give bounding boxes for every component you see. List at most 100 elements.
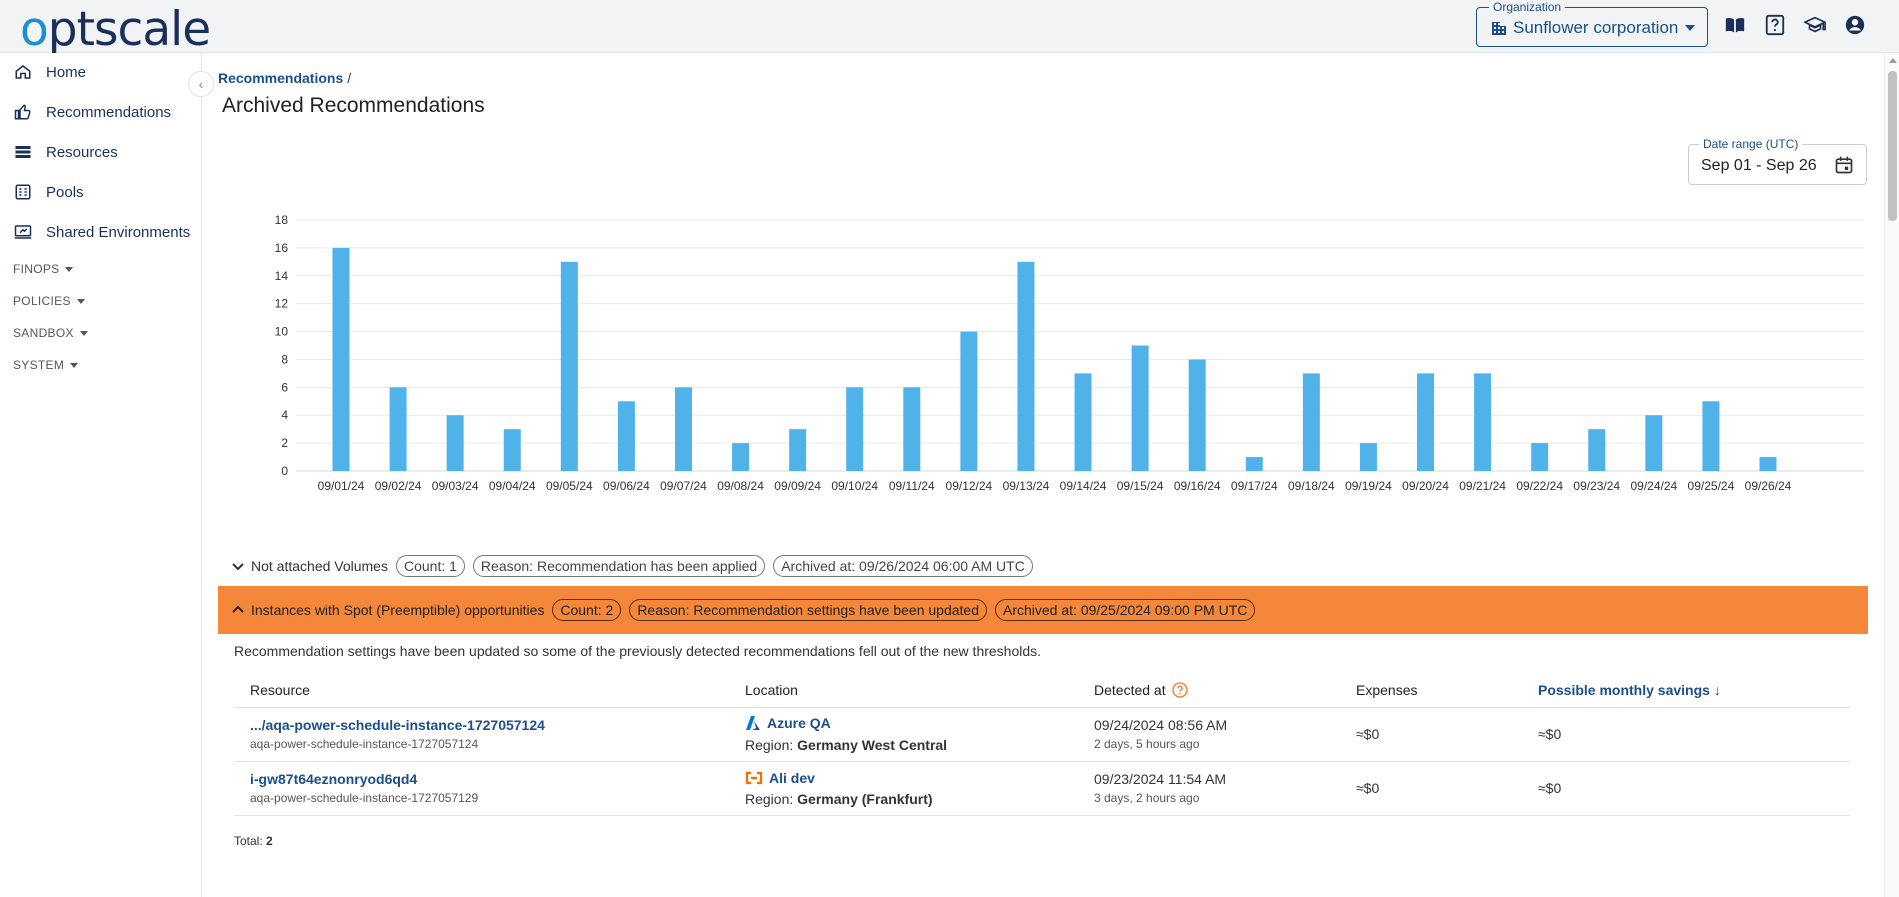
home-icon <box>15 65 31 79</box>
sidebar-item-label: Shared Environments <box>46 223 191 241</box>
chart-bar[interactable] <box>1474 373 1492 471</box>
chart-bar[interactable] <box>960 331 978 471</box>
chart-bar[interactable] <box>1302 373 1320 471</box>
help-icon[interactable] <box>1764 14 1786 36</box>
column-header-resource[interactable]: Resource <box>234 673 729 708</box>
collapse-sidebar-button[interactable]: ‹ <box>188 71 214 97</box>
count-badge: Count: 2 <box>552 599 622 621</box>
date-range-picker[interactable]: Date range (UTC) Sep 01 - Sep 26 <box>1688 137 1867 185</box>
region-value: Germany West Central <box>797 737 948 753</box>
caret-down-icon <box>76 298 85 304</box>
x-tick-label: 09/02/24 <box>375 479 422 493</box>
pools-icon <box>15 184 31 200</box>
chart-bar[interactable] <box>1531 443 1549 471</box>
section-spot-opportunities[interactable]: Instances with Spot (Preemptible) opport… <box>218 586 1868 634</box>
chart-bar[interactable] <box>1359 443 1377 471</box>
date-range-value: Sep 01 - Sep 26 <box>1701 157 1817 174</box>
shared-env-icon <box>14 225 32 239</box>
chart-bar[interactable] <box>1017 261 1035 471</box>
table-header-row: Resource Location Detected at Expenses P… <box>234 673 1850 708</box>
chart-bar[interactable] <box>389 387 407 471</box>
x-tick-label: 09/09/24 <box>774 479 821 493</box>
region: Region: Germany (Frankfurt) <box>745 791 1078 807</box>
page-title: Archived Recommendations <box>222 94 485 117</box>
y-tick-label: 12 <box>275 297 289 311</box>
chart-bar[interactable] <box>617 401 635 471</box>
sidebar-group-finops[interactable]: FINOPS <box>13 262 74 276</box>
sidebar-group-system[interactable]: SYSTEM <box>13 358 79 372</box>
x-tick-label: 09/07/24 <box>660 479 707 493</box>
section-title: Instances with Spot (Preemptible) opport… <box>251 602 545 618</box>
academy-icon[interactable] <box>1804 14 1826 36</box>
column-header-possible-monthly-savings[interactable]: Possible monthly savings ↓ <box>1522 673 1850 708</box>
chart-bar[interactable] <box>732 443 750 471</box>
chevron-left-icon: ‹ <box>198 76 204 92</box>
x-tick-label: 09/04/24 <box>489 479 536 493</box>
resource-link[interactable]: i-gw87t64eznonryod6qd4 <box>250 771 418 787</box>
chart-bar[interactable] <box>1074 373 1092 471</box>
x-tick-label: 09/11/24 <box>889 479 935 493</box>
y-tick-label: 6 <box>281 380 288 394</box>
chart-bar[interactable] <box>1188 359 1206 471</box>
count-badge: Count: 1 <box>395 555 465 577</box>
region: Region: Germany West Central <box>745 737 1078 753</box>
chart-bar[interactable] <box>560 261 578 471</box>
breadcrumb-recommendations-link[interactable]: Recommendations <box>218 70 344 86</box>
location-link[interactable]: Azure QA <box>745 715 831 731</box>
scroll-up-arrow-icon[interactable] <box>1889 58 1897 63</box>
scrollbar-thumb[interactable] <box>1888 71 1897 221</box>
x-tick-label: 09/16/24 <box>1174 479 1221 493</box>
archived-at-badge: Archived at: 09/26/2024 06:00 AM UTC <box>773 555 1033 577</box>
chart-bar[interactable] <box>789 429 807 471</box>
azure-icon <box>746 716 760 730</box>
sidebar-group-policies[interactable]: POLICIES <box>13 294 85 308</box>
chart-bar[interactable] <box>846 387 864 471</box>
region-label: Region: <box>745 790 794 807</box>
sidebar-item-label: Pools <box>46 183 84 201</box>
organization-name: Sunflower corporation <box>1513 18 1679 37</box>
sidebar-item-pools[interactable]: Pools <box>14 183 84 201</box>
chart-bar[interactable] <box>674 387 692 471</box>
sidebar-item-label: Recommendations <box>46 103 172 121</box>
x-tick-label: 09/12/24 <box>946 479 993 493</box>
reason-badge: Reason: Recommendation has been applied <box>472 555 766 577</box>
chart-bar[interactable] <box>503 429 521 471</box>
chart-bar[interactable] <box>1702 401 1720 471</box>
sidebar-item-resources[interactable]: Resources <box>14 143 118 161</box>
expenses-value: ≈$0 <box>1340 707 1522 762</box>
sidebar-item-recommendations[interactable]: Recommendations <box>14 103 171 121</box>
column-header-detected-at[interactable]: Detected at <box>1078 673 1340 708</box>
documentation-icon[interactable] <box>1724 14 1746 36</box>
chart-bar[interactable] <box>1245 457 1263 471</box>
total-value: 2 <box>266 834 273 848</box>
chart-bar[interactable] <box>1417 373 1435 471</box>
savings-value: ≈$0 <box>1522 707 1850 762</box>
chart-bar[interactable] <box>1645 415 1663 471</box>
chart-bar[interactable] <box>1588 429 1606 471</box>
chart-bar[interactable] <box>903 387 921 471</box>
sidebar-group-sandbox[interactable]: SANDBOX <box>13 326 88 340</box>
expenses-value: ≈$0 <box>1340 761 1522 816</box>
sidebar-item-shared-environments[interactable]: Shared Environments <box>14 223 190 241</box>
chart-bar[interactable] <box>1759 457 1777 471</box>
column-header-label: Possible monthly savings <box>1538 681 1710 698</box>
organization-selector[interactable]: Organization Sunflower corporation <box>1476 0 1708 47</box>
location-link[interactable]: Ali dev <box>745 770 815 786</box>
account-icon[interactable] <box>1844 14 1866 36</box>
optscale-logo[interactable]: optscale <box>20 2 211 57</box>
chart-bar[interactable] <box>1131 345 1149 472</box>
x-tick-label: 09/13/24 <box>1003 479 1050 493</box>
sidebar-item-home[interactable]: Home <box>14 63 86 81</box>
detected-ago: 3 days, 2 hours ago <box>1094 791 1200 805</box>
help-circle-icon[interactable] <box>1171 682 1188 698</box>
chart-bar[interactable] <box>332 247 350 471</box>
section-description: Recommendation settings have been update… <box>234 643 1042 659</box>
column-header-location[interactable]: Location <box>729 673 1078 708</box>
bar-chart-svg: 0 2 4 6 8 10 12 14 16 18 09/01/24 09/02/24 09/03/24 0… <box>275 213 1864 493</box>
section-not-attached-volumes[interactable]: Not attached Volumes Count: 1 Reason: Re… <box>218 548 1868 584</box>
column-header-expenses[interactable]: Expenses <box>1340 673 1522 708</box>
chart-bar[interactable] <box>446 415 464 471</box>
page-scrollbar[interactable] <box>1884 53 1899 897</box>
resource-link[interactable]: .../aqa-power-schedule-instance-17270571… <box>250 717 545 733</box>
sidebar-item-label: Home <box>46 63 87 81</box>
